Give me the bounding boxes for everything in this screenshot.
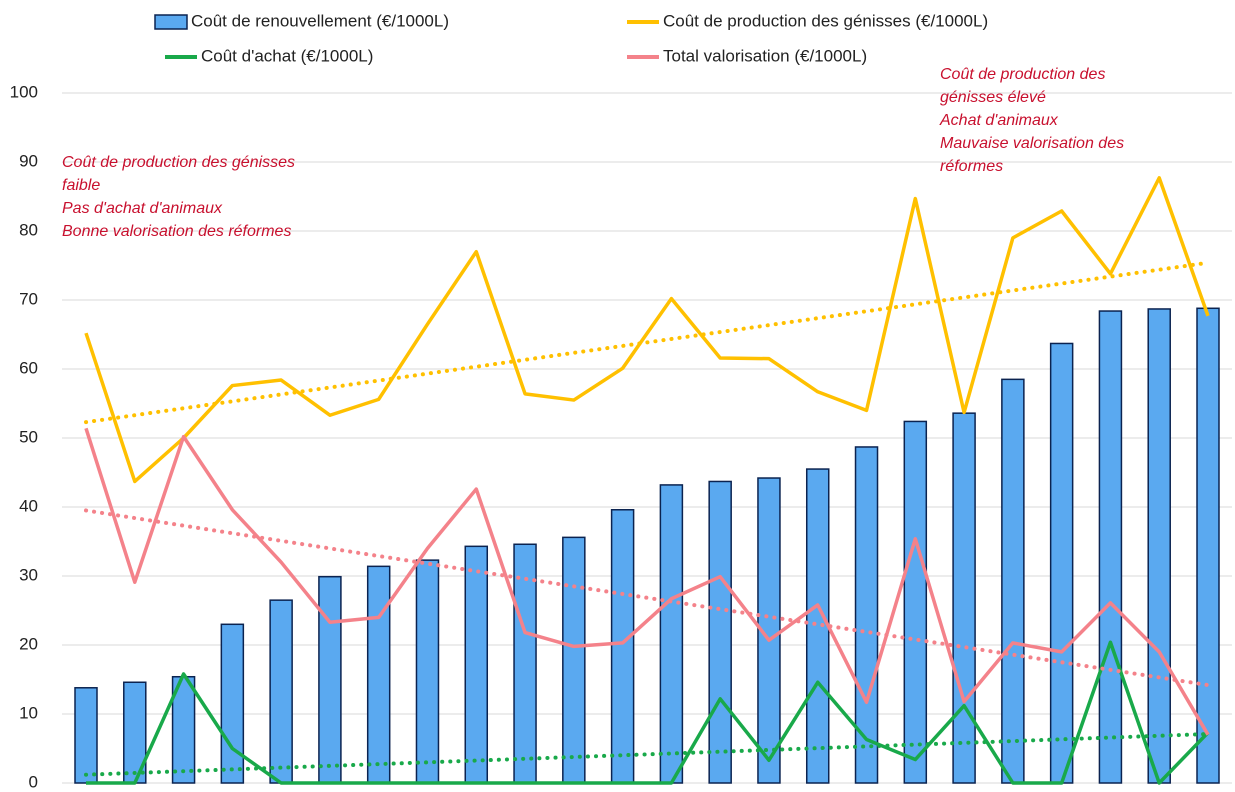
y-tick-label: 80 xyxy=(19,220,38,239)
bar xyxy=(1098,310,1123,784)
bar xyxy=(610,509,635,784)
legend-swatch xyxy=(154,14,188,30)
bar xyxy=(659,484,684,784)
bar xyxy=(415,559,440,784)
annotation: Mauvaise valorisation des xyxy=(940,135,1124,152)
annotation: Coût de production des xyxy=(940,66,1105,83)
line xyxy=(86,640,1210,785)
y-tick-label: 60 xyxy=(19,358,38,377)
bar xyxy=(562,536,586,784)
bar xyxy=(708,480,732,784)
bar xyxy=(1049,342,1074,784)
y-tick-label: 50 xyxy=(19,427,38,446)
bar xyxy=(366,565,391,784)
bar xyxy=(318,575,342,784)
y-tick-label: 30 xyxy=(19,565,38,584)
y-tick-label: 70 xyxy=(19,289,38,308)
y-tick-label: 10 xyxy=(19,703,38,722)
bar xyxy=(1001,378,1025,784)
trend-line xyxy=(84,508,1210,688)
annotation: Pas d'achat d'animaux xyxy=(62,200,223,217)
annotation: Achat d'animaux xyxy=(939,112,1059,129)
legend-label: Total valorisation (€/1000L) xyxy=(663,46,867,65)
line xyxy=(84,427,1210,736)
bar xyxy=(220,623,245,784)
line xyxy=(84,176,1210,484)
legend-label: Coût d'achat (€/1000L) xyxy=(201,46,373,65)
trend-line xyxy=(84,732,1210,777)
bar xyxy=(74,687,98,784)
bar xyxy=(1196,307,1220,784)
bar xyxy=(269,599,293,784)
annotation: Coût de production des génisses xyxy=(62,154,295,171)
bar xyxy=(464,545,489,784)
annotation: réformes xyxy=(940,158,1003,175)
annotation: Bonne valorisation des réformes xyxy=(62,223,291,240)
trend-line xyxy=(84,260,1210,425)
y-tick-label: 20 xyxy=(19,634,38,653)
y-tick-label: 0 xyxy=(29,772,38,791)
bar xyxy=(952,412,976,784)
bar xyxy=(1147,308,1171,784)
y-tick-label: 100 xyxy=(10,82,38,101)
annotation: faible xyxy=(62,177,100,194)
y-tick-label: 90 xyxy=(19,151,38,170)
bar xyxy=(854,446,879,784)
y-tick-label: 40 xyxy=(19,496,38,515)
legend-label: Coût de production des génisses (€/1000L… xyxy=(663,11,988,30)
bar xyxy=(903,420,928,784)
annotation: génisses élevé xyxy=(940,89,1046,106)
legend-label: Coût de renouvellement (€/1000L) xyxy=(191,11,449,30)
bar xyxy=(805,468,830,784)
